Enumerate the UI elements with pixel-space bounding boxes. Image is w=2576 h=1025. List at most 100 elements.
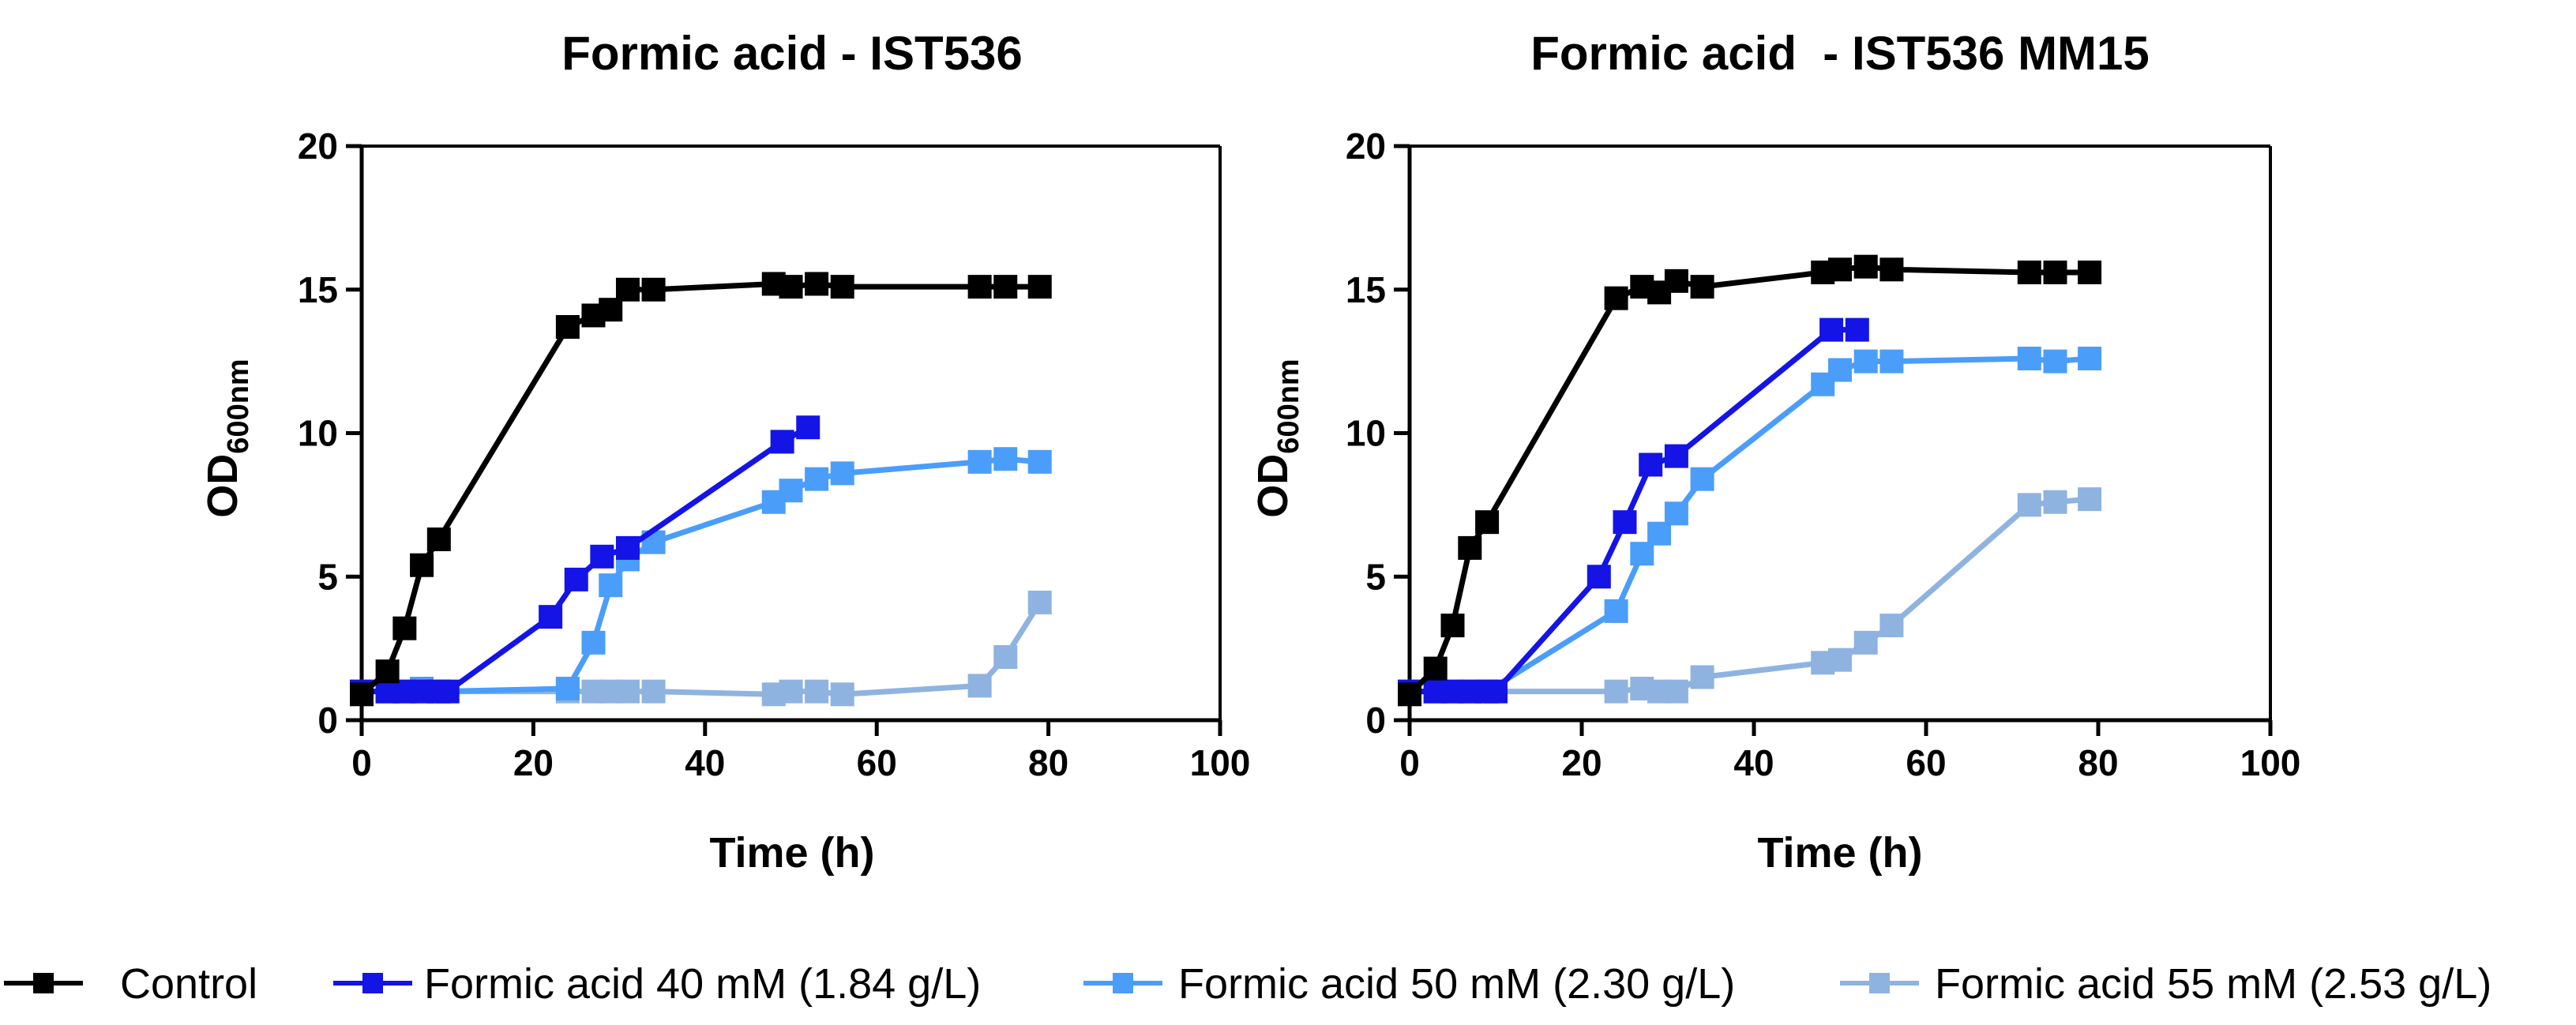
chart-panel-ist536-mm15: Formic acid - IST536 MM15 0 20 40 60 80 100 0 5… xyxy=(1249,27,2300,877)
y-tick-label: 0 xyxy=(1365,700,1386,741)
data-point xyxy=(1845,317,1869,342)
x-axis-label: Time (h) xyxy=(1757,829,1922,877)
data-point xyxy=(599,298,623,322)
data-point xyxy=(1423,656,1448,681)
x-axis-label: Time (h) xyxy=(709,829,874,877)
data-point xyxy=(1828,648,1852,672)
data-point xyxy=(1879,349,1904,374)
data-point xyxy=(1828,358,1852,382)
data-point xyxy=(805,272,829,296)
data-point xyxy=(967,449,992,474)
x-tick-label: 40 xyxy=(685,742,725,783)
series-2 xyxy=(1398,346,2102,704)
data-point xyxy=(1664,268,1688,293)
x-tick-label: 60 xyxy=(1906,742,1946,783)
data-point xyxy=(1613,510,1637,535)
data-point xyxy=(641,277,666,302)
data-point xyxy=(1664,444,1688,468)
legend-label: Formic acid 40 mM (1.84 g/L) xyxy=(424,960,981,1008)
x-tick-label: 100 xyxy=(2240,742,2301,783)
data-point xyxy=(1853,349,1878,374)
legend-marker xyxy=(362,973,383,993)
data-point xyxy=(590,544,614,569)
x-tick-label: 0 xyxy=(351,742,372,783)
data-point xyxy=(796,415,820,440)
data-point xyxy=(599,573,623,598)
legend-marker xyxy=(1113,973,1133,993)
y-axis-label-main: OD xyxy=(199,454,246,518)
data-point xyxy=(1664,679,1688,704)
series-2 xyxy=(350,447,1052,704)
data-point xyxy=(1853,630,1878,655)
data-point xyxy=(1475,510,1500,535)
data-point xyxy=(392,616,417,640)
data-point xyxy=(967,275,992,299)
legend-item-formic-40mm: Formic acid 40 mM (1.84 g/L) xyxy=(333,960,981,1008)
x-tick-label: 80 xyxy=(1028,742,1068,783)
data-point xyxy=(1664,501,1688,526)
x-tick-label: 80 xyxy=(2078,742,2118,783)
data-point xyxy=(2017,346,2041,370)
data-point xyxy=(779,275,803,299)
data-point xyxy=(2017,493,2041,517)
data-point xyxy=(539,605,563,629)
data-point xyxy=(1630,542,1654,566)
legend-marker xyxy=(33,973,54,993)
data-point xyxy=(1484,679,1508,704)
data-point xyxy=(779,679,803,704)
data-point xyxy=(1027,590,1052,614)
series-line xyxy=(1410,496,2090,695)
data-point xyxy=(993,447,1018,471)
data-point xyxy=(641,679,666,704)
y-axis-label-subscript: 600nm xyxy=(222,359,255,453)
data-point xyxy=(375,659,400,684)
data-point xyxy=(581,630,606,655)
data-point xyxy=(1458,535,1482,560)
data-point xyxy=(2043,260,2067,284)
data-point xyxy=(1690,467,1714,491)
y-axis-label: OD600nm xyxy=(199,359,255,517)
data-point xyxy=(615,679,640,704)
data-point xyxy=(2078,487,2102,512)
y-tick-label: 5 xyxy=(1365,556,1386,597)
data-point xyxy=(2043,349,2067,374)
data-point xyxy=(1828,257,1852,282)
data-point xyxy=(350,682,374,707)
series-line xyxy=(359,280,1040,696)
x-tick-label: 20 xyxy=(513,742,554,783)
y-tick-label: 20 xyxy=(298,126,338,167)
data-point xyxy=(1639,452,1663,477)
y-tick-label: 5 xyxy=(317,556,338,597)
data-point xyxy=(615,277,640,302)
y-tick-label: 20 xyxy=(1346,126,1386,167)
legend-item-formic-55mm: Formic acid 55 mM (2.53 g/L) xyxy=(1840,960,2492,1008)
data-point xyxy=(805,679,829,704)
data-point xyxy=(1027,275,1052,299)
data-point xyxy=(830,682,854,707)
y-tick-label: 10 xyxy=(1346,413,1386,454)
data-point xyxy=(779,479,803,503)
y-tick-label: 15 xyxy=(298,269,338,310)
x-tick-label: 20 xyxy=(1561,742,1602,783)
data-point xyxy=(564,567,588,591)
data-point xyxy=(2017,260,2041,284)
x-tick-label: 40 xyxy=(1733,742,1774,783)
x-tick-label: 100 xyxy=(1190,742,1251,783)
data-point xyxy=(1690,665,1714,689)
y-axis-label-main: OD xyxy=(1249,454,1297,518)
legend-marker xyxy=(1869,973,1890,993)
data-point xyxy=(1879,614,1904,638)
data-point xyxy=(1853,254,1878,279)
x-tick-label: 60 xyxy=(857,742,897,783)
y-tick-label: 15 xyxy=(1346,269,1386,310)
chart-panel-ist536: Formic acid - IST536 0 20 40 60 80 100 0 5 10 15 2… xyxy=(199,27,1250,877)
data-point xyxy=(1027,449,1052,474)
y-tick-label: 10 xyxy=(298,413,338,454)
data-point xyxy=(555,315,580,340)
data-point xyxy=(1647,521,1672,546)
data-point xyxy=(2078,346,2102,370)
y-axis-label: OD600nm xyxy=(1249,359,1305,517)
y-axis-label-subscript: 600nm xyxy=(1272,359,1305,453)
y-tick-label: 0 xyxy=(317,700,338,741)
